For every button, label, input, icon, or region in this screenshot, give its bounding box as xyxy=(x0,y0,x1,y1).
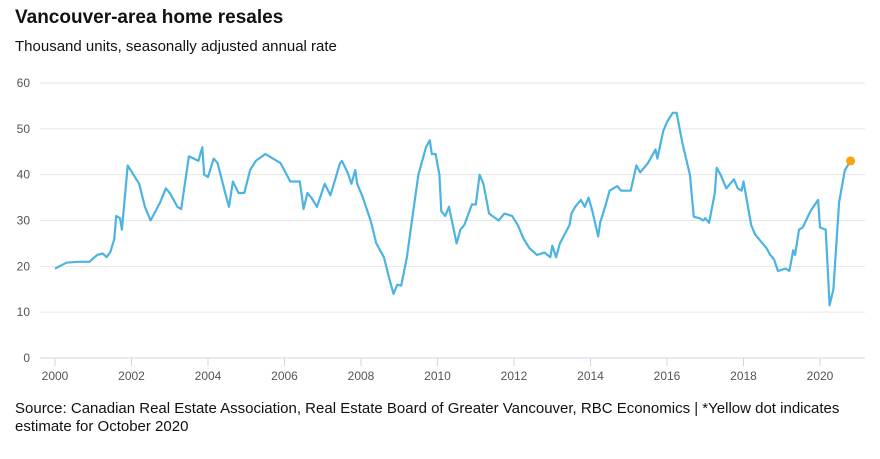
y-tick-label: 10 xyxy=(17,305,31,319)
chart-title: Vancouver-area home resales xyxy=(15,7,284,28)
x-tick-label: 2006 xyxy=(271,369,298,383)
y-tick-label: 0 xyxy=(23,351,30,365)
y-tick-label: 30 xyxy=(17,214,31,228)
y-tick-label: 50 xyxy=(17,122,31,136)
series-line xyxy=(54,111,852,307)
x-tick-label: 2000 xyxy=(42,369,69,383)
x-tick-label: 2014 xyxy=(577,369,604,383)
y-tick-label: 60 xyxy=(17,76,31,90)
y-tick-label: 40 xyxy=(17,168,31,182)
x-tick-label: 2020 xyxy=(807,369,834,383)
x-tick-label: 2008 xyxy=(348,369,375,383)
y-tick-label: 20 xyxy=(17,259,31,273)
x-tick-label: 2002 xyxy=(118,369,145,383)
estimate-dot: Estimate for October 2020 xyxy=(846,156,856,166)
chart-subtitle: Thousand units, seasonally adjusted annu… xyxy=(15,38,337,55)
x-tick-label: 2018 xyxy=(730,369,757,383)
x-tick-label: 2010 xyxy=(424,369,451,383)
x-tick-label: 2004 xyxy=(195,369,222,383)
chart-source-note: Source: Canadian Real Estate Association… xyxy=(15,400,840,435)
x-tick-label: 2012 xyxy=(501,369,528,383)
x-tick-label: 2016 xyxy=(654,369,681,383)
